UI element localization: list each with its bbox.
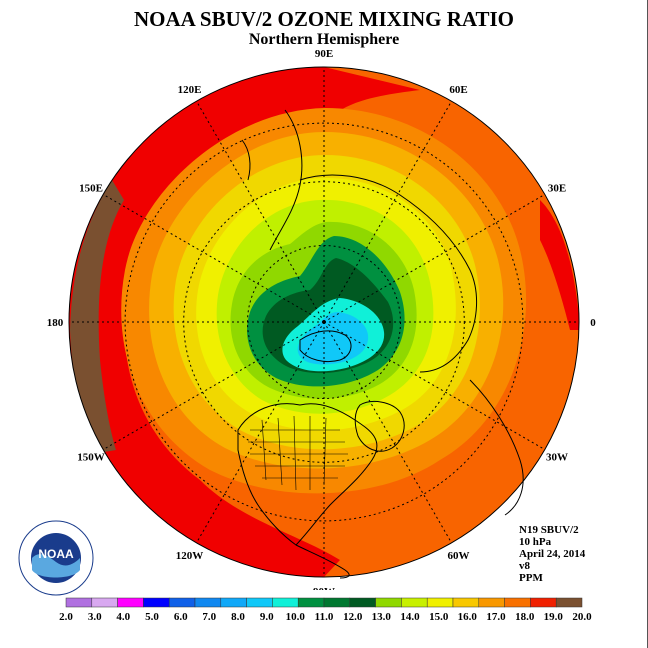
longitude-label: 150E xyxy=(79,183,103,195)
colorbar-tick-label: 2.0 xyxy=(59,611,73,623)
info-date: April 24, 2014 xyxy=(519,548,585,560)
colorbar-tick-label: 5.0 xyxy=(145,611,159,623)
colorbar-swatch xyxy=(92,598,118,607)
polar-ozone-map: 90E60E30E030W60W90W120W150W180150E120E xyxy=(0,0,648,590)
colorbar-swatch xyxy=(401,598,427,607)
colorbar-tick-label: 10.0 xyxy=(286,611,306,623)
colorbar-tick-label: 13.0 xyxy=(372,611,392,623)
colorbar-swatch xyxy=(530,598,556,607)
colorbar-tick-label: 12.0 xyxy=(343,611,363,623)
colorbar-tick-label: 9.0 xyxy=(260,611,274,623)
longitude-label: 150W xyxy=(77,452,105,464)
info-instrument: N19 SBUV/2 xyxy=(519,524,579,536)
colorbar-swatch xyxy=(427,598,453,607)
colorbar-tick-label: 14.0 xyxy=(400,611,420,623)
longitude-label: 90E xyxy=(315,48,333,60)
colorbar-swatch xyxy=(556,598,582,607)
noaa-logo: NOAA xyxy=(18,520,94,596)
info-pressure: 10 hPa xyxy=(519,536,551,548)
colorbar-swatch xyxy=(272,598,298,607)
colorbar-tick-label: 18.0 xyxy=(515,611,535,623)
colorbar-swatch xyxy=(169,598,195,607)
longitude-label: 30E xyxy=(548,183,566,195)
colorbar-tick-label: 6.0 xyxy=(174,611,188,623)
colorbar-swatch xyxy=(221,598,247,607)
colorbar-swatch xyxy=(453,598,479,607)
colorbar-swatch xyxy=(505,598,531,607)
longitude-label: 0 xyxy=(590,317,596,329)
colorbar-tick-label: 8.0 xyxy=(231,611,245,623)
colorbar: 2.0 3.0 4.0 5.0 6.0 7.0 8.0 9.0 10.0 11.0 12.0 13.0… xyxy=(0,590,648,630)
colorbar-swatch xyxy=(143,598,169,607)
longitude-label: 120E xyxy=(178,84,202,96)
logo-text: NOAA xyxy=(38,547,74,561)
colorbar-tick-label: 7.0 xyxy=(202,611,216,623)
longitude-label: 120W xyxy=(176,550,204,562)
longitude-label: 60W xyxy=(448,550,470,562)
colorbar-swatch xyxy=(324,598,350,607)
colorbar-tick-label: 20.0 xyxy=(572,611,592,623)
colorbar-tick-label: 3.0 xyxy=(88,611,102,623)
colorbar-tick-label: 11.0 xyxy=(315,611,334,623)
colorbar-swatch xyxy=(195,598,221,607)
colorbar-tick-label: 4.0 xyxy=(116,611,130,623)
colorbar-tick-label: 19.0 xyxy=(544,611,564,623)
colorbar-swatch xyxy=(350,598,376,607)
colorbar-tick-label: 15.0 xyxy=(429,611,449,623)
colorbar-tick-label: 16.0 xyxy=(458,611,478,623)
colorbar-swatch xyxy=(118,598,144,607)
colorbar-swatch xyxy=(247,598,273,607)
colorbar-tick-label: 17.0 xyxy=(486,611,506,623)
info-version: v8 xyxy=(519,560,530,572)
longitude-label: 180 xyxy=(47,317,64,329)
longitude-label: 60E xyxy=(449,84,467,96)
colorbar-swatch xyxy=(376,598,402,607)
info-units: PPM xyxy=(519,572,543,584)
colorbar-swatch xyxy=(66,598,92,607)
colorbar-swatch xyxy=(479,598,505,607)
colorbar-swatch xyxy=(298,598,324,607)
longitude-label: 30W xyxy=(546,452,568,464)
